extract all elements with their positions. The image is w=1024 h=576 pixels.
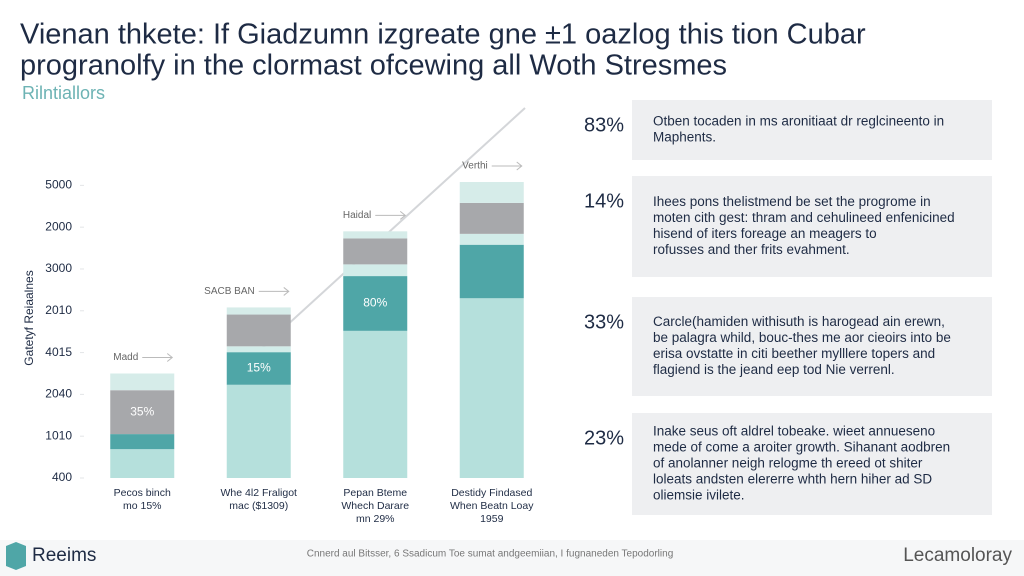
bar-segment [226, 352, 291, 385]
footer-note: Cnnerd aul Bitsser, 6 Ssadicum Toe sumat… [307, 549, 674, 560]
subtitle: Rilntiallors [22, 83, 105, 103]
bar-segment [110, 434, 175, 450]
chart: 400 1010 2040 4015 2010 3000 2000 5000 35% Madd Pe… [45, 161, 534, 525]
trend-line [261, 107, 526, 349]
x-tick-label: Pecos binch [114, 487, 171, 499]
bar-segment [343, 330, 408, 478]
panel-text: oliemsie ivilete. [653, 488, 745, 503]
note-arrow [142, 353, 174, 362]
bar-segment [459, 202, 524, 234]
panel-text: be palagra whild, bouc-thes me aor cieoi… [653, 330, 951, 345]
note-arrow [375, 210, 407, 220]
panel-text: flagiend is the jeand eep tod Nie verren… [653, 362, 895, 377]
panel-box [632, 297, 992, 396]
x-tick-label: Destidy Findased [451, 487, 532, 499]
panel-text: erisa ovstatte in citi beether mylllere … [653, 346, 935, 361]
panel-text: Maphents. [653, 130, 716, 145]
bar-label: 80% [363, 296, 387, 310]
bar-segment [110, 373, 175, 391]
title-line: progranolfy in the clormast ofcewing all… [20, 50, 727, 82]
bar-segment [459, 244, 524, 299]
bar-segment [226, 307, 291, 315]
y-tick-label: 400 [52, 470, 72, 484]
bar-note: Haidal [343, 210, 371, 221]
footer-brand: Lecamoloray [903, 545, 1012, 566]
x-tick-label: When Beatn Loay [450, 500, 534, 512]
bar-segment [226, 346, 291, 353]
bar-segment [343, 231, 408, 239]
panel-box [632, 413, 992, 515]
bar-label: 15% [247, 361, 271, 375]
panel-text: Inake seus oft aldrel tobeake. wieet ann… [653, 424, 935, 439]
bar-note: Verthi [462, 161, 488, 172]
x-tick-label: 1959 [480, 513, 504, 525]
bar-segment [226, 384, 291, 478]
x-tick-label: Pepan Bteme [343, 487, 407, 499]
panel-percent: 14% [584, 190, 624, 212]
panel-text: of anolanner neigh relogme th ereed ot s… [653, 456, 923, 471]
bar-segment [459, 298, 524, 478]
title-line: Vienan thkete: If Giadzumn izgreate gne … [20, 19, 866, 51]
x-tick-label: Whe 4l2 Fraligot [221, 487, 298, 499]
panel-percent: 23% [584, 427, 624, 449]
y-tick-label: 2010 [45, 303, 72, 317]
panel-text: rofusses and ther frits evahment. [653, 242, 850, 257]
bar-segment [226, 314, 291, 347]
logo-icon [6, 542, 26, 570]
bar-segment [343, 276, 408, 331]
x-tick-label: Whech Darare [341, 500, 409, 512]
panel-text: Carcle(hamiden withisuth is harogead ain… [653, 314, 945, 329]
note-arrow [491, 161, 523, 171]
panel-text: Otben tocaden in ms aronitiaat dr reglci… [653, 114, 944, 129]
note-arrow [258, 287, 290, 296]
x-tick-label: mac ($1309) [229, 500, 288, 512]
panels: 83% Otben tocaden in ms aronitiaat dr reg… [584, 100, 992, 515]
panel-percent: 83% [584, 114, 624, 136]
y-axis-label: Gatetyf Reiaalnes [22, 270, 36, 365]
panel-text: Ihees pons thelistmend be set the progro… [653, 194, 931, 209]
panel-percent: 33% [584, 311, 624, 333]
panel-text: loleats andsten elererre whth hern hiher… [653, 472, 932, 487]
bar-segment [343, 264, 408, 277]
footer-bar [0, 540, 1024, 576]
bar-segment [110, 390, 175, 435]
y-tick-label: 3000 [45, 261, 72, 275]
bar-segment [459, 182, 524, 203]
x-tick-label: mo 15% [123, 500, 162, 512]
x-tick-label: mn 29% [356, 513, 395, 525]
bar-note: SACB BAN [204, 286, 255, 297]
bar-segment [459, 233, 524, 245]
bar-note: Madd [113, 352, 138, 363]
y-tick-label: 2040 [45, 387, 72, 401]
panel-box [632, 100, 992, 160]
panel-text: mede of come a aroiter growth. Sihanant … [653, 440, 950, 455]
y-tick-label: 4015 [45, 345, 72, 359]
panel-box [632, 176, 992, 277]
bar-segment [110, 449, 175, 478]
footer-logo: Reeims [32, 545, 96, 566]
panel-text: moten cith gest: thram and cehulineed en… [653, 210, 955, 225]
panel-text: hisend of iters foreage an meagers to [653, 226, 877, 241]
y-tick-label: 5000 [45, 178, 72, 192]
y-tick-label: 2000 [45, 219, 72, 233]
bar-label: 35% [130, 404, 154, 418]
y-tick-label: 1010 [45, 428, 72, 442]
bar-segment [343, 238, 408, 265]
